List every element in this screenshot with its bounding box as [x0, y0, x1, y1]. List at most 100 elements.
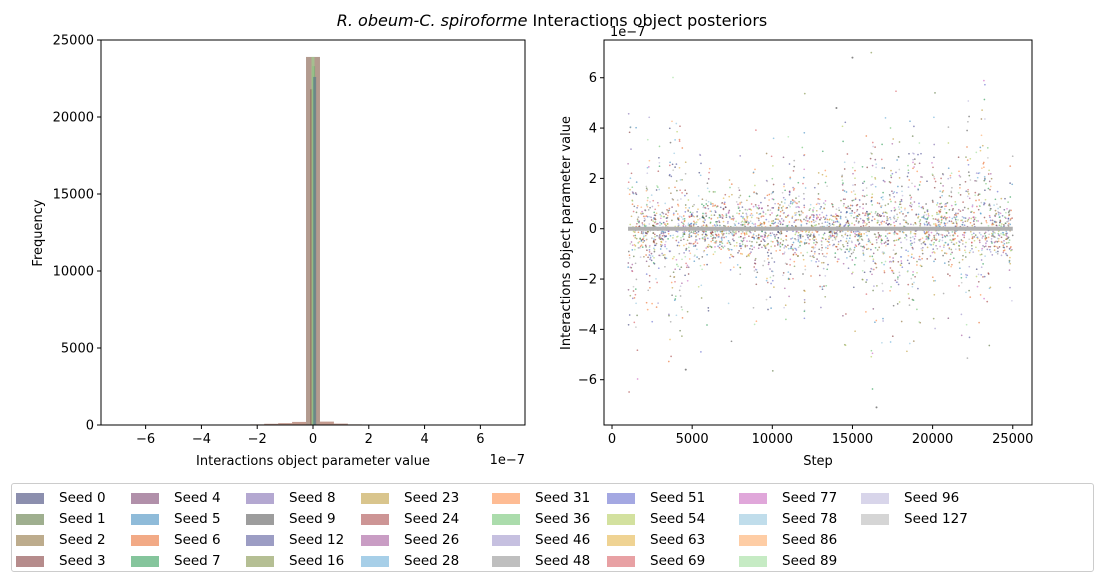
trace-point	[825, 214, 828, 217]
trace-point	[945, 212, 948, 214]
trace-point	[779, 233, 782, 236]
trace-point	[782, 239, 785, 242]
trace-point	[672, 234, 675, 237]
trace-point	[909, 120, 911, 123]
trace-point	[655, 189, 658, 191]
trace-point	[816, 241, 818, 244]
trace-point	[931, 276, 934, 279]
trace-point	[796, 202, 798, 205]
trace-point	[975, 219, 978, 222]
trace-point	[732, 266, 735, 269]
trace-point	[756, 216, 758, 219]
trace-point	[957, 192, 960, 194]
trace-point	[753, 237, 756, 240]
trace-point	[753, 270, 756, 272]
trace-point	[815, 260, 817, 263]
y-tick-label: 15000	[53, 188, 94, 203]
trace-point	[719, 240, 721, 243]
trace-point	[992, 223, 995, 226]
legend-label: Seed 48	[535, 553, 591, 569]
trace-point	[787, 244, 789, 247]
trace-point	[740, 201, 743, 204]
trace-point	[771, 222, 773, 225]
trace-point	[718, 234, 720, 236]
trace-point	[987, 245, 990, 248]
trace-point	[774, 202, 776, 205]
trace-point	[949, 176, 952, 179]
trace-point	[705, 230, 707, 233]
trace-point	[681, 282, 683, 285]
trace-point	[821, 286, 824, 288]
trace-point	[812, 254, 815, 257]
trace-point	[1008, 248, 1011, 250]
legend-swatch	[16, 534, 44, 546]
trace-point	[956, 224, 958, 226]
trace-point	[783, 183, 785, 185]
trace-point	[828, 243, 831, 246]
trace-point	[999, 206, 1002, 208]
trace-point	[655, 278, 657, 280]
trace-point	[835, 231, 838, 234]
trace-point	[950, 204, 953, 207]
trace-point	[964, 256, 967, 258]
trace-point	[889, 127, 892, 129]
trace-point	[654, 208, 657, 211]
trace-point	[871, 175, 873, 178]
trace-point	[871, 273, 873, 276]
trace-point	[989, 216, 991, 219]
trace-point	[919, 264, 922, 267]
trace-point	[645, 215, 648, 217]
trace-point	[797, 246, 800, 249]
trace-point	[739, 266, 742, 269]
trace-point	[982, 263, 984, 265]
trace-point	[685, 243, 688, 246]
legend-swatch	[16, 555, 44, 567]
trace-point	[629, 266, 632, 269]
trace-point	[893, 206, 896, 209]
trace-point	[848, 207, 850, 210]
trace-point	[1008, 210, 1011, 212]
trace-point	[719, 243, 721, 246]
trace-point	[936, 204, 938, 206]
trace-point	[817, 182, 820, 185]
trace-point	[780, 238, 783, 240]
trace-point	[897, 276, 899, 278]
trace-point	[661, 244, 664, 247]
trace-point	[979, 149, 982, 152]
trace-point	[730, 253, 732, 256]
histogram-y-label: Frequency	[31, 199, 46, 266]
trace-point	[1001, 241, 1004, 244]
trace-point	[871, 219, 873, 222]
legend-item: Seed 8	[246, 490, 336, 506]
trace-point	[987, 224, 990, 227]
trace-point	[822, 233, 825, 236]
trace-point	[913, 152, 915, 155]
trace-point	[886, 232, 889, 235]
trace-point	[991, 235, 993, 237]
trace-point	[821, 288, 824, 291]
trace-point	[940, 233, 943, 236]
trace-point	[661, 252, 663, 255]
trace-point	[969, 296, 972, 298]
trace-point	[889, 267, 892, 269]
trace-point	[997, 240, 1000, 243]
trace-point	[797, 240, 800, 243]
trace-point	[646, 232, 648, 235]
trace-point	[919, 181, 922, 183]
trace-point	[971, 205, 974, 208]
trace-point	[638, 240, 641, 243]
trace-point	[662, 221, 665, 224]
trace-point	[684, 189, 687, 192]
trace-point	[964, 217, 967, 219]
trace-point	[969, 230, 972, 233]
trace-point	[634, 262, 637, 265]
trace-point	[688, 236, 690, 239]
trace-point	[643, 223, 646, 226]
trace-point	[835, 208, 838, 211]
trace-point	[853, 263, 856, 266]
trace-point	[737, 230, 740, 233]
trace-point	[797, 218, 799, 221]
trace-point	[881, 251, 884, 253]
trace-point	[995, 221, 998, 223]
trace-point	[658, 254, 661, 257]
